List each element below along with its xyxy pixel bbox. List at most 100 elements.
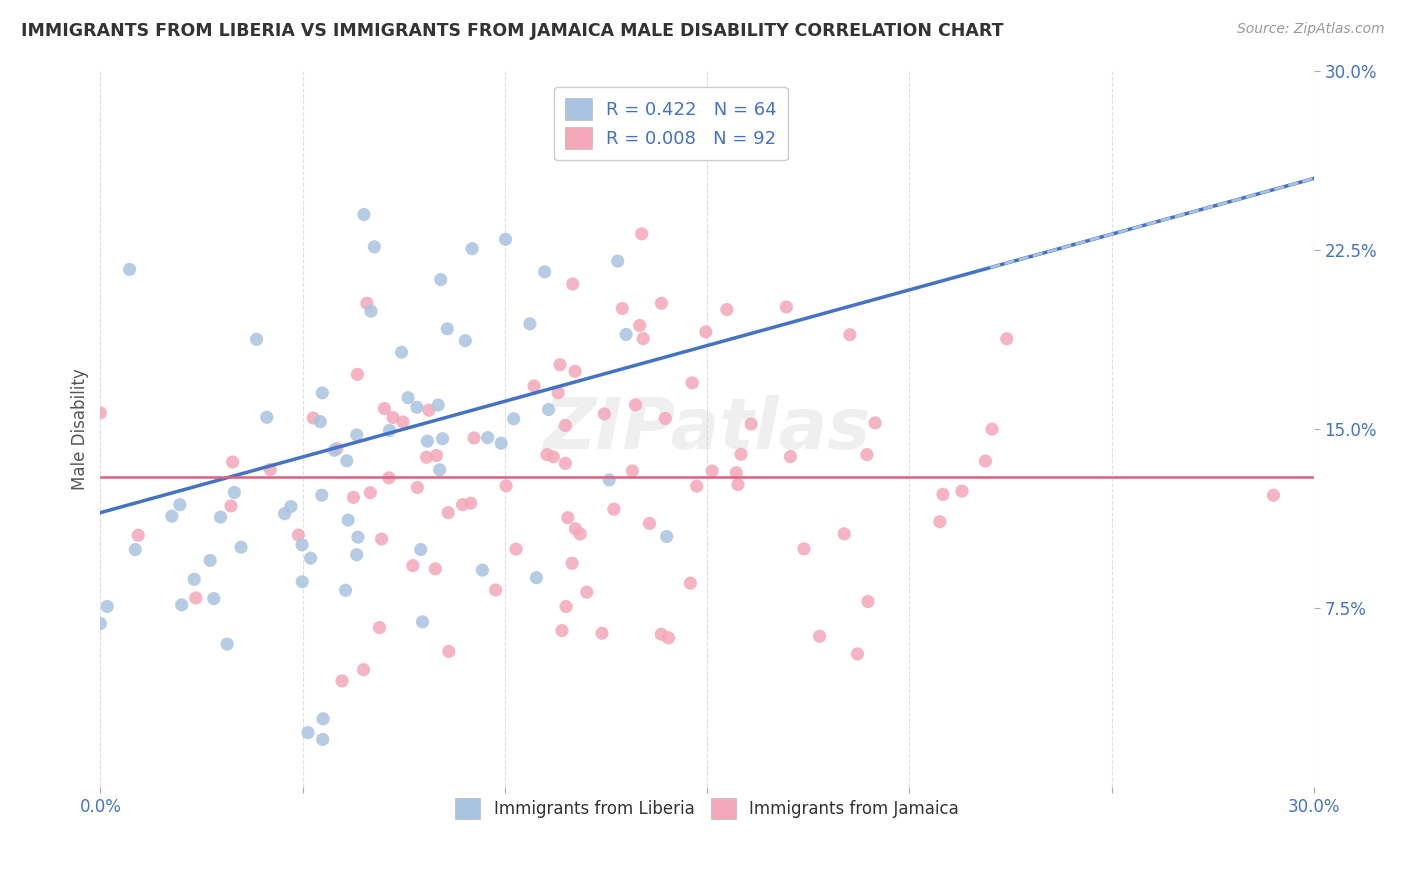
Point: [740, 417, 762, 431]
Point: [686, 479, 709, 493]
Point: [484, 582, 506, 597]
Point: [127, 528, 149, 542]
Point: [564, 364, 586, 378]
Point: [311, 732, 333, 747]
Point: [561, 277, 583, 291]
Point: [548, 358, 571, 372]
Point: [346, 368, 368, 382]
Point: [406, 480, 429, 494]
Point: [564, 522, 586, 536]
Point: [96, 599, 118, 614]
Point: [547, 385, 569, 400]
Point: [429, 463, 451, 477]
Text: Source: ZipAtlas.com: Source: ZipAtlas.com: [1237, 22, 1385, 37]
Point: [793, 541, 815, 556]
Point: [638, 516, 661, 531]
Point: [655, 529, 678, 543]
Point: [396, 391, 419, 405]
Point: [311, 385, 333, 400]
Point: [392, 415, 415, 429]
Point: [245, 332, 267, 346]
Point: [219, 499, 242, 513]
Point: [489, 436, 512, 450]
Point: [312, 712, 335, 726]
Point: [477, 431, 499, 445]
Point: [359, 485, 381, 500]
Point: [291, 538, 314, 552]
Point: [381, 410, 404, 425]
Point: [612, 301, 634, 316]
Point: [725, 466, 748, 480]
Point: [863, 416, 886, 430]
Text: IMMIGRANTS FROM LIBERIA VS IMMIGRANTS FROM JAMAICA MALE DISABILITY CORRELATION C: IMMIGRANTS FROM LIBERIA VS IMMIGRANTS FR…: [21, 22, 1004, 40]
Point: [657, 631, 679, 645]
Point: [273, 507, 295, 521]
Point: [730, 447, 752, 461]
Point: [425, 449, 447, 463]
Point: [695, 325, 717, 339]
Point: [702, 464, 724, 478]
Point: [575, 585, 598, 599]
Point: [569, 527, 592, 541]
Point: [950, 484, 973, 499]
Point: [808, 629, 831, 643]
Point: [326, 442, 349, 456]
Point: [451, 498, 474, 512]
Point: [436, 322, 458, 336]
Point: [533, 265, 555, 279]
Point: [256, 410, 278, 425]
Point: [378, 471, 401, 485]
Point: [928, 515, 950, 529]
Point: [681, 376, 703, 390]
Point: [415, 450, 437, 465]
Point: [561, 556, 583, 570]
Point: [378, 424, 401, 438]
Point: [418, 403, 440, 417]
Point: [614, 327, 637, 342]
Point: [846, 647, 869, 661]
Point: [537, 402, 560, 417]
Point: [229, 540, 252, 554]
Point: [373, 401, 395, 416]
Point: [523, 379, 546, 393]
Point: [679, 576, 702, 591]
Point: [775, 300, 797, 314]
Point: [461, 242, 484, 256]
Point: [716, 302, 738, 317]
Point: [551, 624, 574, 638]
Point: [427, 398, 450, 412]
Point: [402, 558, 425, 573]
Point: [727, 477, 749, 491]
Point: [198, 553, 221, 567]
Point: [856, 594, 879, 608]
Point: [297, 725, 319, 739]
Point: [591, 626, 613, 640]
Point: [323, 443, 346, 458]
Point: [346, 427, 368, 442]
Point: [650, 296, 672, 310]
Point: [557, 510, 579, 524]
Point: [856, 448, 879, 462]
Point: [360, 304, 382, 318]
Point: [287, 528, 309, 542]
Point: [606, 254, 628, 268]
Point: [309, 415, 332, 429]
Point: [1263, 488, 1285, 502]
Point: [628, 318, 651, 333]
Point: [543, 450, 565, 464]
Point: [342, 491, 364, 505]
Point: [89, 616, 111, 631]
Point: [337, 513, 360, 527]
Point: [974, 454, 997, 468]
Point: [624, 398, 647, 412]
Point: [519, 317, 541, 331]
Point: [463, 431, 485, 445]
Point: [593, 407, 616, 421]
Point: [995, 332, 1018, 346]
Point: [555, 599, 578, 614]
Point: [336, 454, 359, 468]
Point: [118, 262, 141, 277]
Point: [335, 583, 357, 598]
Point: [554, 456, 576, 470]
Point: [170, 598, 193, 612]
